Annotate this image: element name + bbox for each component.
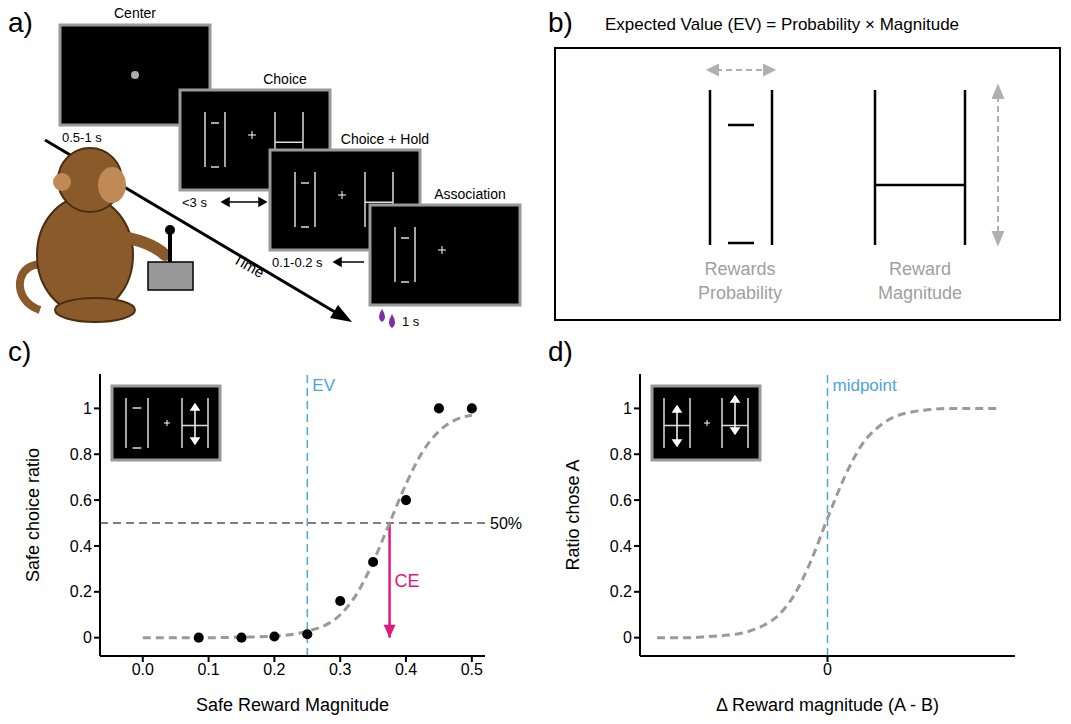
svg-text:0.8: 0.8 <box>610 446 632 463</box>
svg-text:1: 1 <box>83 400 92 417</box>
svg-text:a): a) <box>8 7 33 38</box>
svg-text:Choice: Choice <box>263 71 307 87</box>
svg-text:0: 0 <box>623 629 632 646</box>
svg-text:0.3: 0.3 <box>329 661 351 678</box>
html-text:c): c) <box>8 336 32 367</box>
svg-text:Δ Reward magnitude (A - B): Δ Reward magnitude (A - B) <box>716 695 939 715</box>
svg-text:0.0: 0.0 <box>132 661 154 678</box>
html-text:d): d) <box>548 336 573 367</box>
svg-text:Safe choice ratio: Safe choice ratio <box>23 448 43 582</box>
svg-text:0.1: 0.1 <box>197 661 219 678</box>
svg-text:50%: 50% <box>490 515 522 532</box>
svg-text:Safe Reward Magnitude: Safe Reward Magnitude <box>196 695 389 715</box>
svg-text:Expected Value (EV) = Probabil: Expected Value (EV) = Probability × Magn… <box>605 15 959 34</box>
svg-text:0.1-0.2 s: 0.1-0.2 s <box>272 255 323 270</box>
svg-text:b): b) <box>548 7 573 38</box>
svg-text:0.6: 0.6 <box>70 492 92 509</box>
svg-text:RewardMagnitude: RewardMagnitude <box>878 259 962 303</box>
svg-text:0.8: 0.8 <box>70 446 92 463</box>
svg-text:0.5: 0.5 <box>461 661 483 678</box>
svg-text:RewardsProbability: RewardsProbability <box>698 259 782 303</box>
svg-text:EV: EV <box>312 376 335 395</box>
svg-text:Ratio chose A: Ratio chose A <box>563 459 583 570</box>
svg-text:0.2: 0.2 <box>263 661 285 678</box>
svg-text:Choice + Hold: Choice + Hold <box>341 131 429 147</box>
svg-text:midpoint: midpoint <box>833 376 898 395</box>
svg-text:0.4: 0.4 <box>610 538 632 555</box>
svg-text:0.5-1 s: 0.5-1 s <box>62 130 102 145</box>
svg-text:Center: Center <box>114 5 156 21</box>
svg-text:0: 0 <box>823 661 832 678</box>
svg-text:Time: Time <box>231 250 268 281</box>
svg-text:0.2: 0.2 <box>70 583 92 600</box>
svg-text:0.2: 0.2 <box>610 583 632 600</box>
svg-text:1 s: 1 s <box>402 314 420 329</box>
svg-text:CE: CE <box>395 571 420 591</box>
svg-text:0: 0 <box>83 629 92 646</box>
svg-text:0.4: 0.4 <box>395 661 417 678</box>
svg-text:Association: Association <box>434 186 506 202</box>
svg-text:0.4: 0.4 <box>70 538 92 555</box>
svg-text:1: 1 <box>623 400 632 417</box>
svg-text:0.6: 0.6 <box>610 492 632 509</box>
svg-text:<3 s: <3 s <box>182 195 207 210</box>
